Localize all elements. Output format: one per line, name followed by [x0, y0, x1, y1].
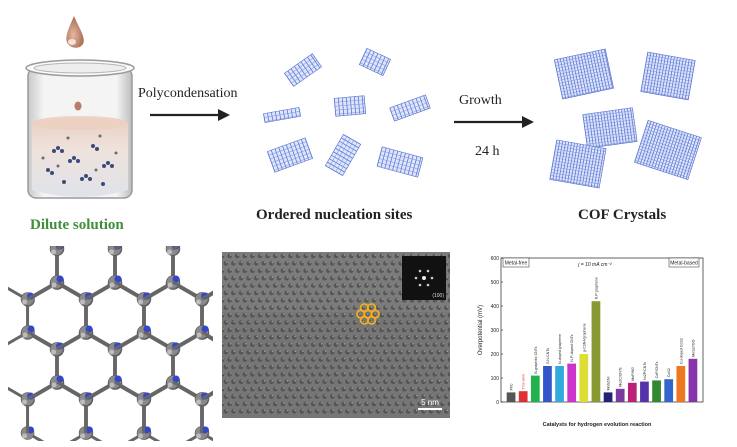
bar-data-label: MoS2/rGO [691, 339, 695, 356]
bar [652, 380, 661, 402]
bar-data-label: N,P graphene [594, 277, 598, 299]
y-tick-label: 300 [491, 328, 500, 334]
cof-structure-svg [8, 246, 213, 441]
legend-metal-based: Metal-based [668, 257, 700, 268]
bar-data-label: Ni2P/CNTs [643, 362, 647, 380]
y-tick-label: 200 [491, 352, 500, 358]
orange-highlight-cluster [356, 303, 380, 325]
bar-data-label: g-C3N4/graphene [582, 323, 586, 352]
bar [640, 381, 649, 402]
bar [506, 392, 516, 402]
y-tick-label: 500 [491, 280, 500, 286]
nucleation-sheet [267, 137, 313, 173]
y-tick-label: 0 [496, 400, 499, 406]
cof-structure-model [8, 246, 213, 441]
growth-label: Growth [459, 93, 502, 108]
chart-xlabel: Catalysts for hydrogen evolution reactio… [543, 422, 652, 428]
nucleation-sheets-svg [263, 47, 431, 178]
bar [579, 354, 589, 402]
nucleation-sheet [284, 53, 322, 87]
crystal-block [554, 48, 614, 100]
nucleation-sheet [324, 134, 362, 176]
crystals-label: COF Crystals [578, 207, 667, 223]
bar-data-label: MoS2/Ni [607, 376, 611, 390]
scale-bar: 5 nm [418, 398, 442, 410]
cof-crystals [548, 36, 713, 196]
bar [591, 301, 601, 402]
bar-data-label: CoS2 [667, 368, 671, 377]
bar [603, 392, 613, 402]
bar-data-label: N-doped graphene [558, 334, 562, 364]
framework-pore [78, 375, 152, 441]
bar-data-label: This work [522, 374, 526, 390]
bar-data-label: MoP/NG [631, 367, 635, 381]
legend-metal-based-label: Metal-based [670, 261, 698, 267]
framework-pore [194, 390, 213, 441]
y-tick-label: 600 [491, 256, 500, 262]
fft-inset-label: (100) [432, 293, 444, 299]
y-tick-label: 400 [491, 304, 500, 310]
her-bar-chart: 0 100 200 300 400 500 600 Pt/C This work B-graphi… [473, 252, 711, 430]
bar-data-label: B-graphitic CNTs [534, 346, 538, 373]
crystal-block [640, 51, 696, 101]
bar [518, 391, 528, 402]
bar [627, 382, 637, 402]
chart-ylabel: Overpotential (mV) [478, 305, 484, 355]
polycondensation-label: Polycondensation [138, 86, 238, 101]
bar-data-label: Cu-doped CoS2 [679, 338, 683, 364]
nucleation-sheet [376, 146, 424, 178]
cof-crystals-svg [549, 48, 702, 189]
growth-arrow [454, 115, 534, 134]
framework-pore [194, 290, 213, 342]
nucleation-sheet [333, 95, 367, 117]
time-label: 24 h [475, 144, 500, 159]
bar [615, 388, 625, 402]
chart-svg: 0 100 200 300 400 500 600 Pt/C This work B-graphi… [478, 256, 704, 428]
beaker-svg [25, 16, 135, 199]
crystal-block [634, 120, 702, 180]
nucleation-label: Ordered nucleation sites [256, 207, 413, 223]
crystal-block [549, 139, 607, 189]
bar-data-label: Pt/C [510, 383, 514, 390]
crystal-block [582, 107, 638, 149]
bar [555, 366, 564, 402]
bar-data-label: CoP/CNTs [655, 361, 659, 378]
chart-annotation: j = 10 mA cm⁻² [577, 262, 612, 268]
bar [567, 363, 577, 402]
bar [664, 379, 674, 402]
tem-image: (100) 5 nm [222, 252, 450, 418]
bar [530, 375, 540, 402]
bar-data-label: N,P-doped CNTs [570, 334, 574, 361]
nucleation-sheets [255, 40, 445, 190]
beaker-illustration [8, 8, 148, 218]
bar-data-label: S,N-CNTs [546, 348, 550, 364]
dilute-solution-label: Dilute solution [30, 217, 124, 233]
bar [688, 358, 698, 402]
legend-metal-free-label: Metal-free [505, 261, 528, 267]
nucleation-sheet [389, 94, 431, 122]
nucleation-sheet [359, 47, 391, 77]
bar [543, 366, 552, 402]
scale-bar-label: 5 nm [421, 398, 439, 407]
bar [676, 366, 686, 402]
fft-inset: (100) [402, 256, 446, 300]
polycondensation-arrow [150, 108, 230, 127]
nucleation-sheet [263, 107, 301, 123]
bar-data-label: Mo2C/CNTs [619, 367, 623, 387]
y-tick-label: 100 [491, 376, 500, 382]
legend-metal-free: Metal-free [502, 257, 530, 268]
